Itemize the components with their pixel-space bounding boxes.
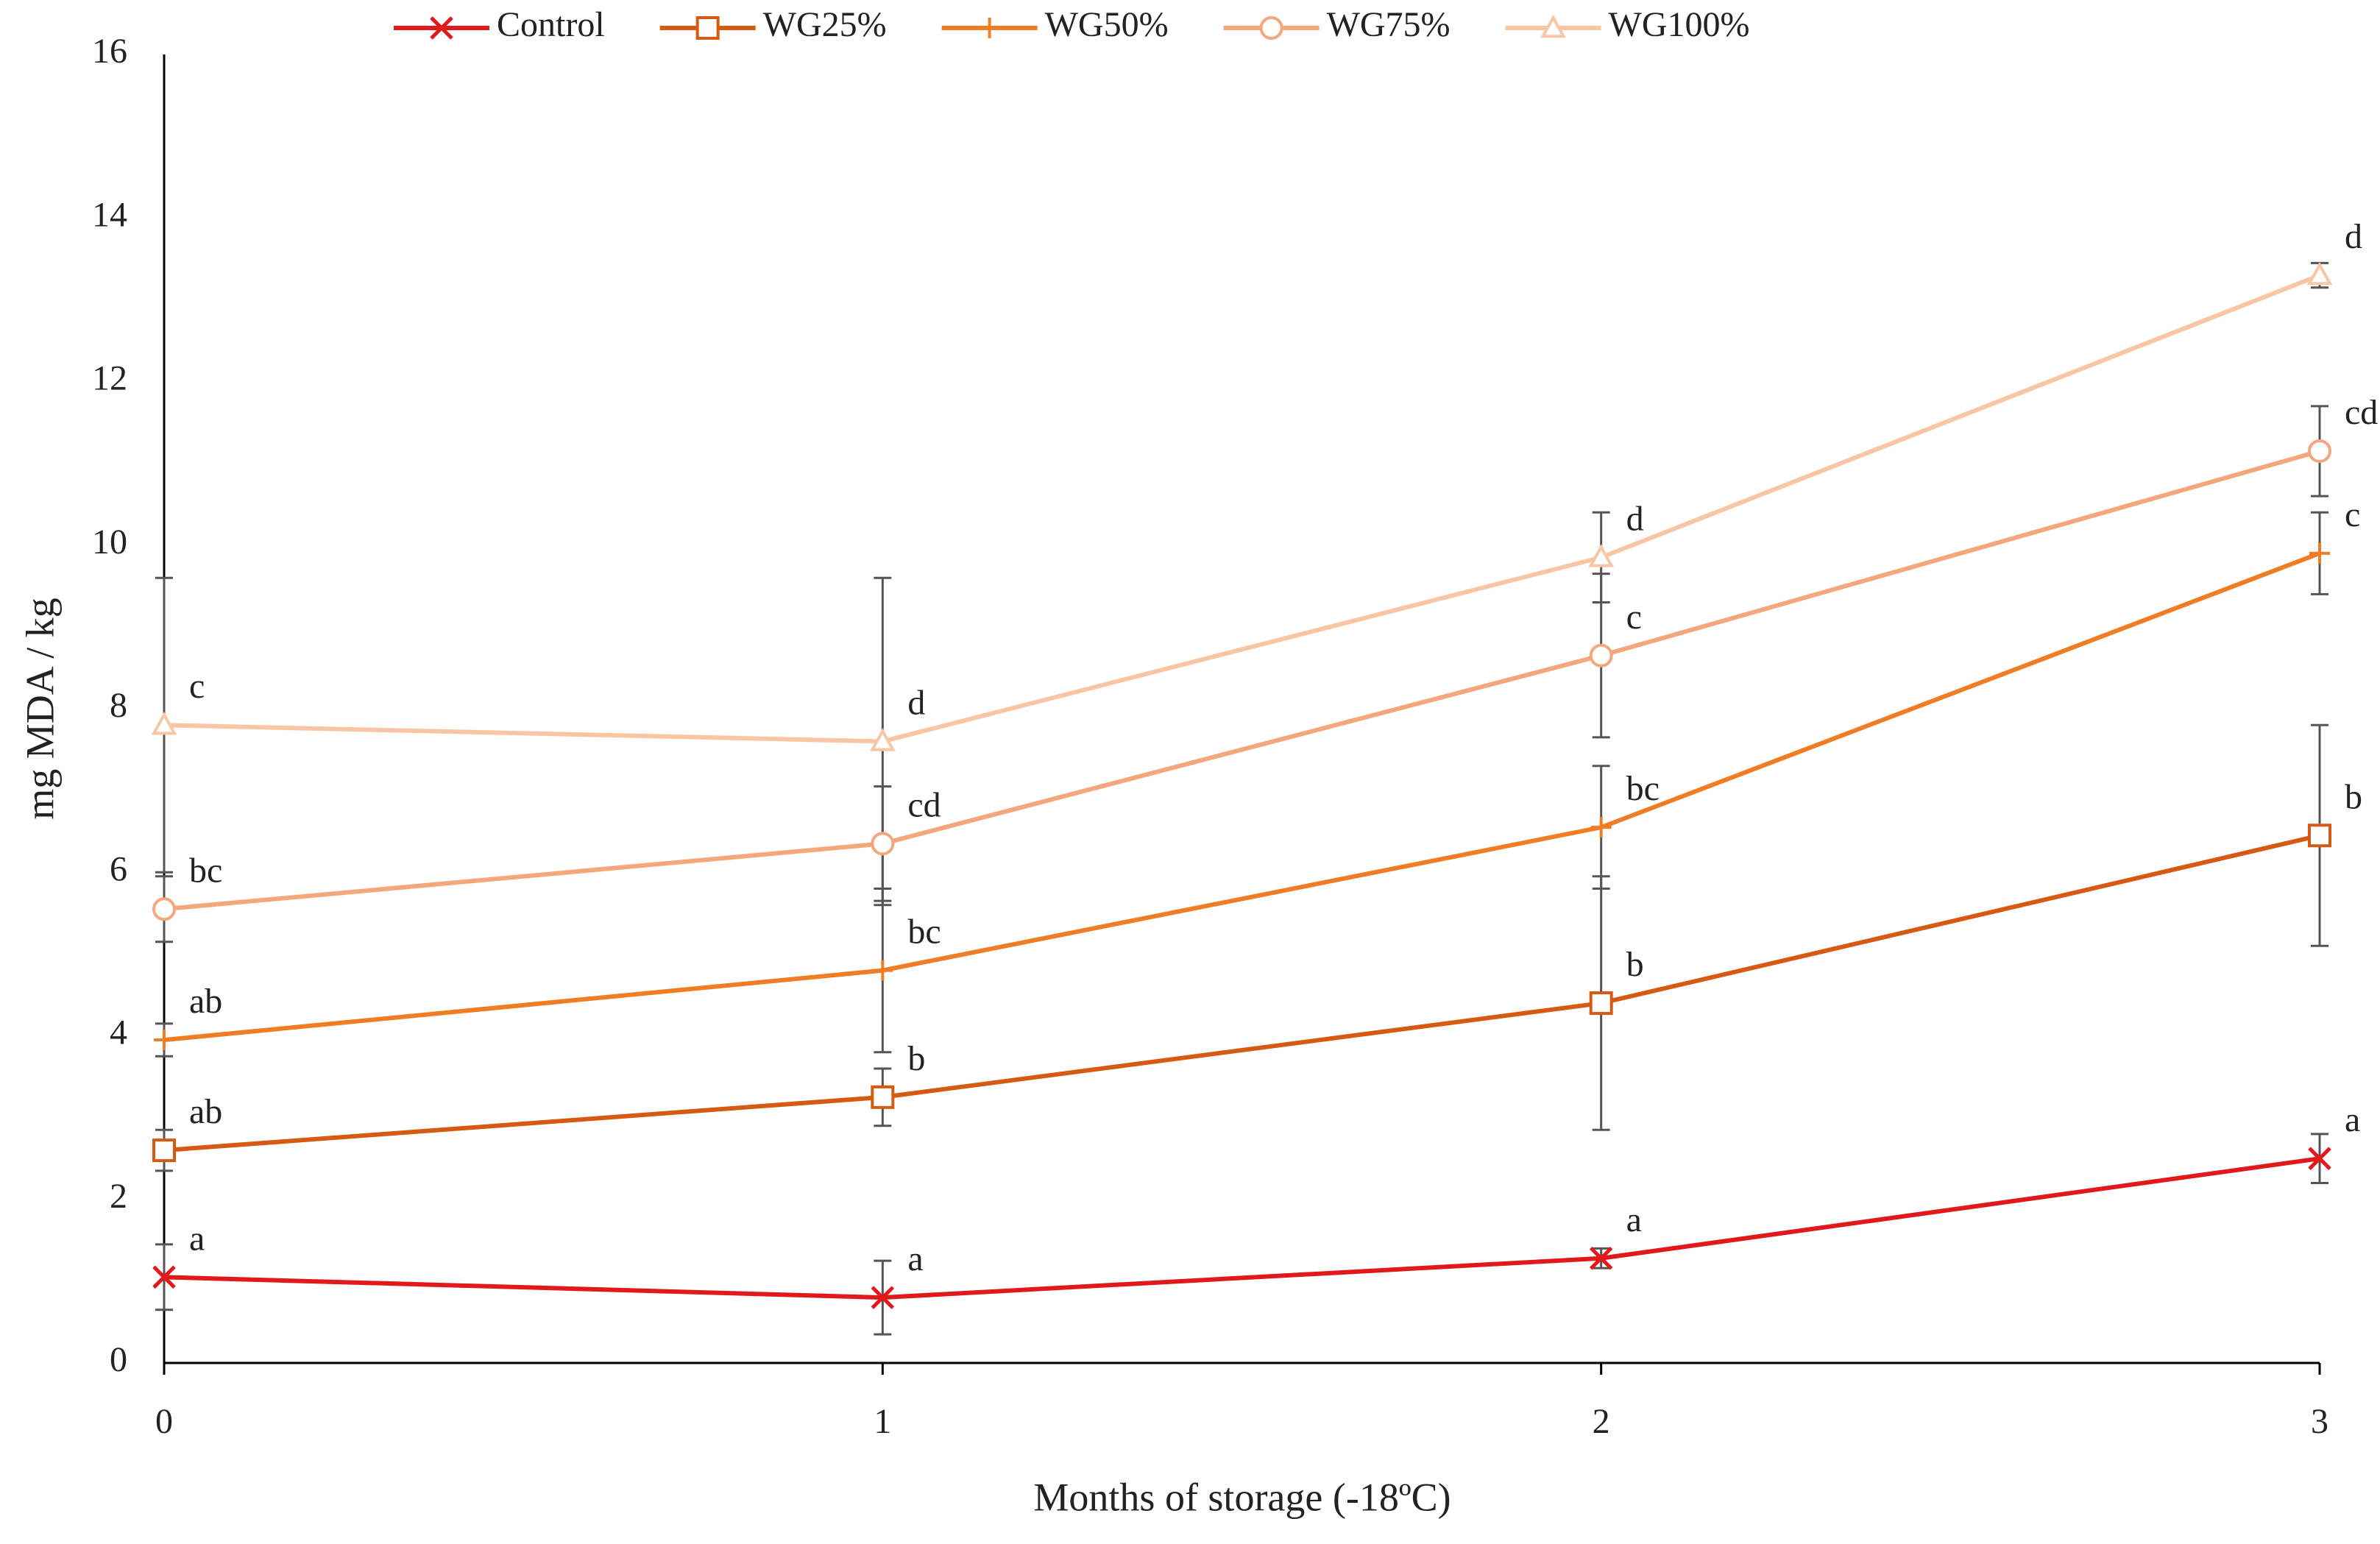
data-label: bc [1626,769,1660,808]
legend-label: WG50% [1045,5,1169,44]
legend-label: Control [497,5,605,44]
marker [430,16,453,40]
series-line [163,551,2321,1043]
marker [695,16,720,40]
series-line [163,273,2321,744]
y-tick-label: 10 [92,523,127,562]
data-label: d [2345,217,2362,256]
marker [152,1265,176,1289]
data-label: c [189,667,205,706]
data-label: a [907,1239,923,1278]
data-label: d [1626,499,1644,538]
series: ab b b b [152,777,2362,1163]
marker [2308,1147,2331,1170]
data-label: c [1626,598,1642,637]
marker [2308,824,2331,848]
x-tick-label: 1 [874,1402,891,1441]
data-label: d [907,683,925,722]
marker [979,18,1000,38]
data-label: a [189,1219,205,1258]
marker [1589,1246,1613,1270]
marker [152,1138,176,1163]
marker [152,897,176,921]
y-tick-label: 12 [92,359,127,398]
series: a a a a [152,1100,2360,1309]
x-tick-label: 3 [2311,1402,2328,1441]
x-axis-title: Months of storage (-18ºC) [1033,1475,1451,1519]
legend-label: WG75% [1327,5,1451,44]
data-label: b [907,1039,925,1078]
series-line [163,1156,2320,1300]
y-axis-title: mg MDA / kg [18,598,62,820]
series-line [163,449,2320,912]
marker [871,1286,895,1309]
marker [869,728,896,751]
marker [1590,817,1612,838]
y-tick-label: 4 [110,1013,127,1052]
y-tick-label: 16 [92,32,127,71]
y-tick-label: 14 [92,195,127,234]
x-tick-label: 0 [155,1402,173,1441]
marker [1259,16,1283,40]
marker [1540,14,1566,38]
y-tick-label: 8 [110,686,127,725]
marker [1589,991,1613,1016]
legend-label: WG25% [763,5,887,44]
marker [151,712,177,735]
y-tick-label: 2 [110,1177,127,1216]
marker [2308,439,2331,463]
marker [871,832,895,856]
legend-label: WG100% [1609,5,1750,44]
data-label: bc [907,913,941,952]
data-label: ab [189,982,222,1021]
data-label: cd [2345,393,2378,432]
series-line [163,833,2320,1153]
marker [2306,261,2333,286]
data-label: a [2345,1100,2360,1139]
marker [871,1085,895,1109]
data-label: a [1626,1200,1642,1239]
marker [1589,643,1613,667]
data-label: ab [189,1092,222,1131]
series: c d d d [151,217,2362,751]
marker [1588,544,1615,567]
data-label: cd [907,785,941,824]
y-tick-label: 0 [110,1340,127,1379]
data-label: b [1626,945,1644,984]
y-tick-label: 6 [110,849,127,888]
data-label: bc [189,851,222,890]
legend: Control WG25% WG50% WG75% WG100% [394,5,1749,44]
marker [872,960,893,981]
x-tick-label: 2 [1593,1402,1610,1441]
data-label: b [2345,777,2362,816]
marker [154,1030,174,1051]
marker [2309,542,2330,564]
data-label: c [2345,495,2360,534]
